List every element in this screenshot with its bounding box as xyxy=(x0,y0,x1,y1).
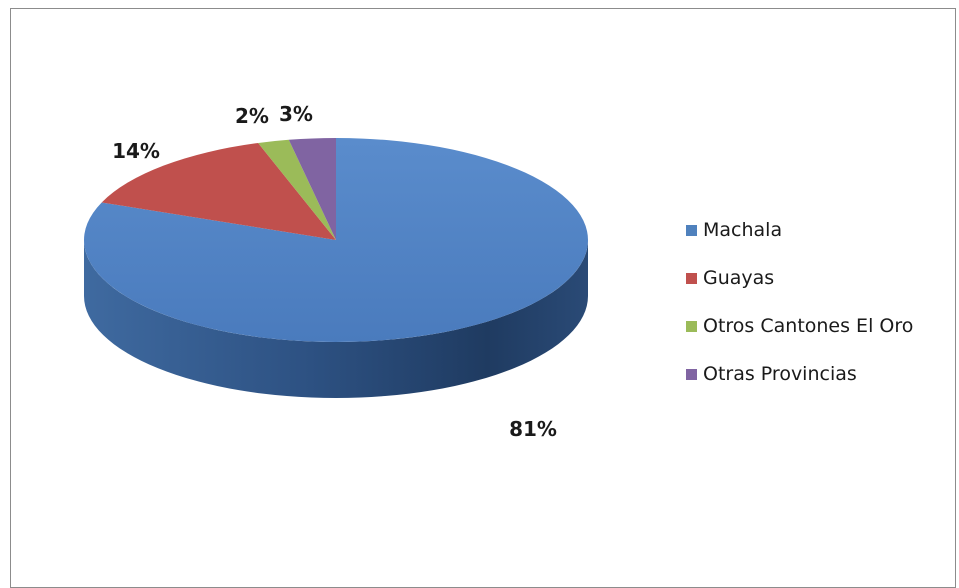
legend-swatch-otros-cantones xyxy=(686,320,697,332)
pie-slice-guayas xyxy=(101,142,337,240)
pie-side-machala xyxy=(84,240,588,398)
pie-sides xyxy=(84,240,588,398)
legend-item-otros-cantones: Otros Cantones El Oro xyxy=(686,302,913,350)
legend-swatch-otras-provincias xyxy=(686,368,697,380)
data-label-machala: 81% xyxy=(509,417,557,441)
data-label-otros-cantones: 2% xyxy=(235,104,269,128)
legend: Machala Guayas Otros Cantones El Oro Otr… xyxy=(686,206,913,398)
pie-labels: 81% 14% 2% 3% xyxy=(112,102,557,441)
legend-label-machala: Machala xyxy=(703,219,783,241)
legend-label-otros-cantones: Otros Cantones El Oro xyxy=(703,315,914,337)
legend-swatch-guayas xyxy=(686,272,697,284)
legend-swatch-machala xyxy=(686,224,697,236)
pie-slice-machala xyxy=(83,138,588,343)
legend-item-guayas: Guayas xyxy=(686,254,913,302)
legend-item-otras-provincias: Otras Provincias xyxy=(686,350,913,398)
pie-tops xyxy=(83,138,588,343)
pie-slice-otras-provincias xyxy=(288,138,336,240)
pie-slice-otros-cantones xyxy=(258,139,336,240)
pie-chart: 81% 14% 2% 3% xyxy=(83,102,588,441)
legend-label-guayas: Guayas xyxy=(703,267,775,289)
data-label-otras-provincias: 3% xyxy=(279,102,313,126)
legend-item-machala: Machala xyxy=(686,206,913,254)
legend-label-otras-provincias: Otras Provincias xyxy=(703,363,857,385)
data-label-guayas: 14% xyxy=(112,139,160,163)
